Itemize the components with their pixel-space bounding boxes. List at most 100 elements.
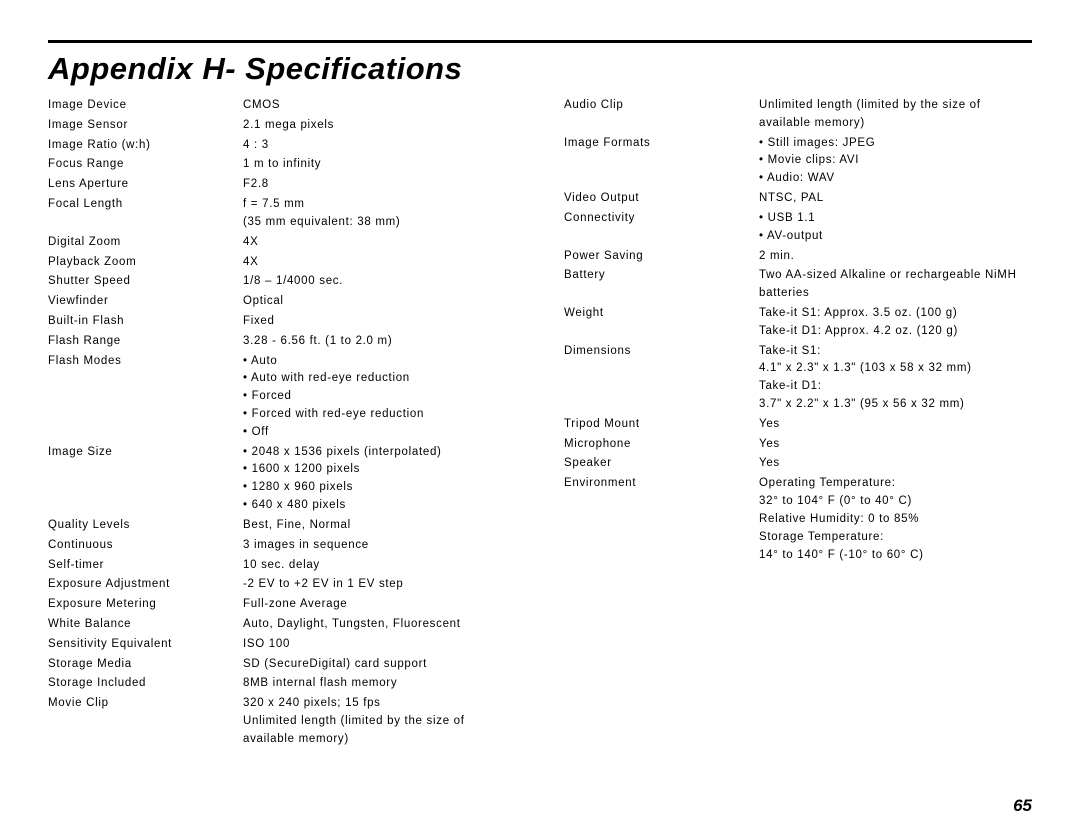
spec-value: ISO 100 [243,636,516,654]
spec-row: Playback Zoom4X [48,254,516,272]
spec-row: BatteryTwo AA-sized Alkaline or recharge… [564,267,1032,303]
spec-columns: Image DeviceCMOS Image Sensor2.1 mega pix… [48,97,1032,751]
spec-value: 2.1 mega pixels [243,117,516,135]
spec-bullet: AV-output [759,228,1032,246]
spec-label: White Balance [48,616,243,634]
spec-row: Image Sensor2.1 mega pixels [48,117,516,135]
spec-line: 4.1" x 2.3" x 1.3" (103 x 58 x 32 mm) [759,360,1032,378]
spec-value: Yes [759,436,1032,454]
page-number: 65 [1013,796,1032,816]
spec-value: F2.8 [243,176,516,194]
spec-value: -2 EV to +2 EV in 1 EV step [243,576,516,594]
spec-label: Image Sensor [48,117,243,135]
spec-bullet: USB 1.1 [759,210,1032,228]
spec-value: 4X [243,234,516,252]
spec-value: Yes [759,455,1032,473]
spec-row: Image DeviceCMOS [48,97,516,115]
spec-row: WeightTake-it S1: Approx. 3.5 oz. (100 g… [564,305,1032,341]
spec-line: Relative Humidity: 0 to 85% [759,511,1032,529]
spec-row: Power Saving2 min. [564,248,1032,266]
spec-label: Image Size [48,444,243,462]
spec-value: Unlimited length (limited by the size of… [759,97,1032,133]
spec-value: 4X [243,254,516,272]
spec-row: Digital Zoom4X [48,234,516,252]
spec-label: Focal Length [48,196,243,214]
spec-label: Video Output [564,190,759,208]
spec-line: Unlimited length (limited by the size of… [243,713,516,749]
title-rule [48,40,1032,43]
spec-row: MicrophoneYes [564,436,1032,454]
spec-value: Yes [759,416,1032,434]
spec-label: Microphone [564,436,759,454]
spec-row: White BalanceAuto, Daylight, Tungsten, F… [48,616,516,634]
spec-row: SpeakerYes [564,455,1032,473]
spec-label: Lens Aperture [48,176,243,194]
spec-label: Image Device [48,97,243,115]
spec-row: Lens ApertureF2.8 [48,176,516,194]
spec-row: Flash ModesAutoAuto with red-eye reducti… [48,353,516,442]
spec-line: f = 7.5 mm [243,196,516,214]
spec-label: Tripod Mount [564,416,759,434]
spec-value: 320 x 240 pixels; 15 fpsUnlimited length… [243,695,516,748]
spec-row: Focal Lengthf = 7.5 mm(35 mm equivalent:… [48,196,516,232]
spec-value: SD (SecureDigital) card support [243,656,516,674]
spec-label: Movie Clip [48,695,243,713]
spec-row: Image Size2048 x 1536 pixels (interpolat… [48,444,516,515]
spec-line: 32° to 104° F (0° to 40° C) [759,493,1032,511]
spec-value: NTSC, PAL [759,190,1032,208]
spec-label: Image Formats [564,135,759,153]
spec-row: Image FormatsStill images: JPEGMovie cli… [564,135,1032,188]
spec-row: Storage MediaSD (SecureDigital) card sup… [48,656,516,674]
spec-label: Built-in Flash [48,313,243,331]
spec-bullet: Audio: WAV [759,170,1032,188]
spec-line: 14° to 140° F (-10° to 60° C) [759,547,1032,565]
spec-bullet: 2048 x 1536 pixels (interpolated) [243,444,516,462]
spec-row: EnvironmentOperating Temperature:32° to … [564,475,1032,564]
spec-value: Optical [243,293,516,311]
spec-label: Playback Zoom [48,254,243,272]
spec-label: Shutter Speed [48,273,243,291]
spec-value: 4 : 3 [243,137,516,155]
spec-value: Auto, Daylight, Tungsten, Fluorescent [243,616,516,634]
spec-bullet: Still images: JPEG [759,135,1032,153]
spec-row: ViewfinderOptical [48,293,516,311]
page-title: Appendix H- Specifications [48,51,1032,87]
spec-row: Audio ClipUnlimited length (limited by t… [564,97,1032,133]
spec-bullet: Auto [243,353,516,371]
spec-label: Speaker [564,455,759,473]
spec-row: Quality LevelsBest, Fine, Normal [48,517,516,535]
spec-row: Built-in FlashFixed [48,313,516,331]
spec-value: 3.28 - 6.56 ft. (1 to 2.0 m) [243,333,516,351]
spec-value: USB 1.1AV-output [759,210,1032,246]
spec-label: Continuous [48,537,243,555]
spec-row: Exposure MeteringFull-zone Average [48,596,516,614]
spec-bullet: Forced [243,388,516,406]
spec-value: 8MB internal flash memory [243,675,516,693]
spec-bullet: Movie clips: AVI [759,152,1032,170]
spec-line: Storage Temperature: [759,529,1032,547]
spec-bullet: Auto with red-eye reduction [243,370,516,388]
spec-row: Storage Included8MB internal flash memor… [48,675,516,693]
spec-row: Flash Range3.28 - 6.56 ft. (1 to 2.0 m) [48,333,516,351]
spec-value: Full-zone Average [243,596,516,614]
spec-line: Operating Temperature: [759,475,1032,493]
spec-line: 3.7" x 2.2" x 1.3" (95 x 56 x 32 mm) [759,396,1032,414]
page: Appendix H- Specifications Image DeviceC… [0,0,1080,834]
spec-label: Dimensions [564,343,759,361]
spec-row: Image Ratio (w:h)4 : 3 [48,137,516,155]
spec-row: ConnectivityUSB 1.1AV-output [564,210,1032,246]
spec-bullet: 640 x 480 pixels [243,497,516,515]
spec-row: Sensitivity EquivalentISO 100 [48,636,516,654]
spec-value: Take-it S1: Approx. 3.5 oz. (100 g)Take-… [759,305,1032,341]
spec-label: Exposure Metering [48,596,243,614]
spec-value: 1/8 – 1/4000 sec. [243,273,516,291]
spec-row: Continuous3 images in sequence [48,537,516,555]
spec-value: 1 m to infinity [243,156,516,174]
spec-value: Best, Fine, Normal [243,517,516,535]
spec-value: 3 images in sequence [243,537,516,555]
spec-line: Take-it S1: Approx. 3.5 oz. (100 g) [759,305,1032,323]
spec-label: Viewfinder [48,293,243,311]
spec-label: Connectivity [564,210,759,228]
spec-row: Movie Clip320 x 240 pixels; 15 fpsUnlimi… [48,695,516,748]
spec-label: Power Saving [564,248,759,266]
